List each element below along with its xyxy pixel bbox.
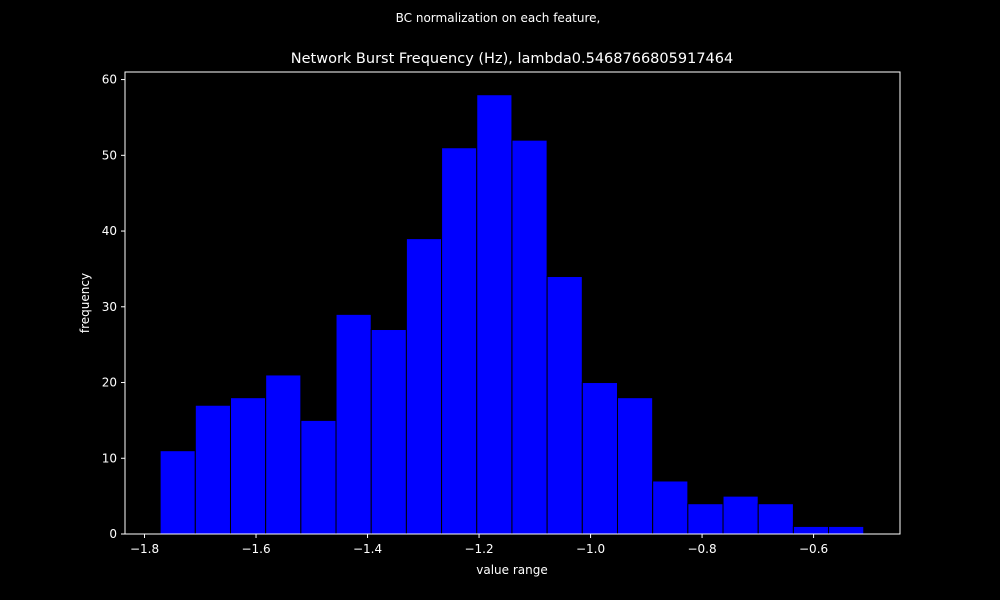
figure-suptitle: BC normalization on each feature, <box>396 11 601 25</box>
chart-title: Network Burst Frequency (Hz), lambda0.54… <box>291 51 733 67</box>
histogram-bar <box>616 397 654 535</box>
histogram-bar <box>792 525 830 535</box>
y-axis-label: frequency <box>78 273 92 333</box>
histogram-bar <box>194 404 231 535</box>
y-tick-label: 60 <box>102 73 117 87</box>
histogram-bar <box>687 503 724 535</box>
x-tick-label: −1.8 <box>130 542 159 556</box>
histogram-bar <box>405 238 443 535</box>
histogram-bar <box>652 480 689 535</box>
histogram-bar <box>370 329 407 535</box>
x-tick-label: −1.6 <box>241 542 270 556</box>
y-tick-label: 20 <box>102 376 117 390</box>
y-tick-label: 50 <box>102 148 117 162</box>
x-tick-label: −0.8 <box>687 542 716 556</box>
x-tick-label: −1.2 <box>464 542 493 556</box>
bars-group <box>159 94 865 535</box>
histogram-bar <box>511 139 548 535</box>
x-axis-label: value range <box>476 563 547 577</box>
histogram-bar <box>159 450 196 535</box>
x-axis-ticks: −1.8 −1.6 −1.4 −1.2 −1.0 −0.8 −0.6 <box>130 534 828 556</box>
plot-frame <box>124 71 901 535</box>
histogram-bar <box>441 147 478 535</box>
x-tick-label: −1.4 <box>353 542 382 556</box>
histogram-bar <box>581 382 618 535</box>
y-tick-label: 40 <box>102 224 117 238</box>
histogram-bar <box>300 419 337 535</box>
histogram-bar <box>722 495 759 535</box>
histogram-bar <box>828 525 865 535</box>
histogram-bar <box>229 397 267 535</box>
histogram-bar <box>476 94 513 535</box>
x-tick-label: −1.0 <box>576 542 605 556</box>
histogram-bar <box>335 313 372 535</box>
histogram-bar <box>265 374 302 535</box>
histogram-bar <box>546 275 583 535</box>
y-tick-label: 0 <box>109 527 117 541</box>
y-axis-ticks: 0 10 20 30 40 50 60 <box>102 73 125 541</box>
y-tick-label: 10 <box>102 451 117 465</box>
histogram-bar <box>757 503 794 535</box>
x-tick-label: −0.6 <box>799 542 828 556</box>
y-tick-label: 30 <box>102 300 117 314</box>
